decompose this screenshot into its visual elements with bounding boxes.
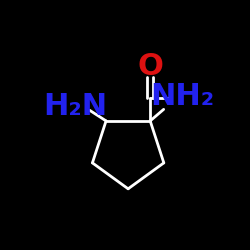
Text: O: O	[137, 52, 163, 80]
Text: H₂N: H₂N	[43, 92, 107, 121]
Text: NH₂: NH₂	[150, 82, 214, 111]
